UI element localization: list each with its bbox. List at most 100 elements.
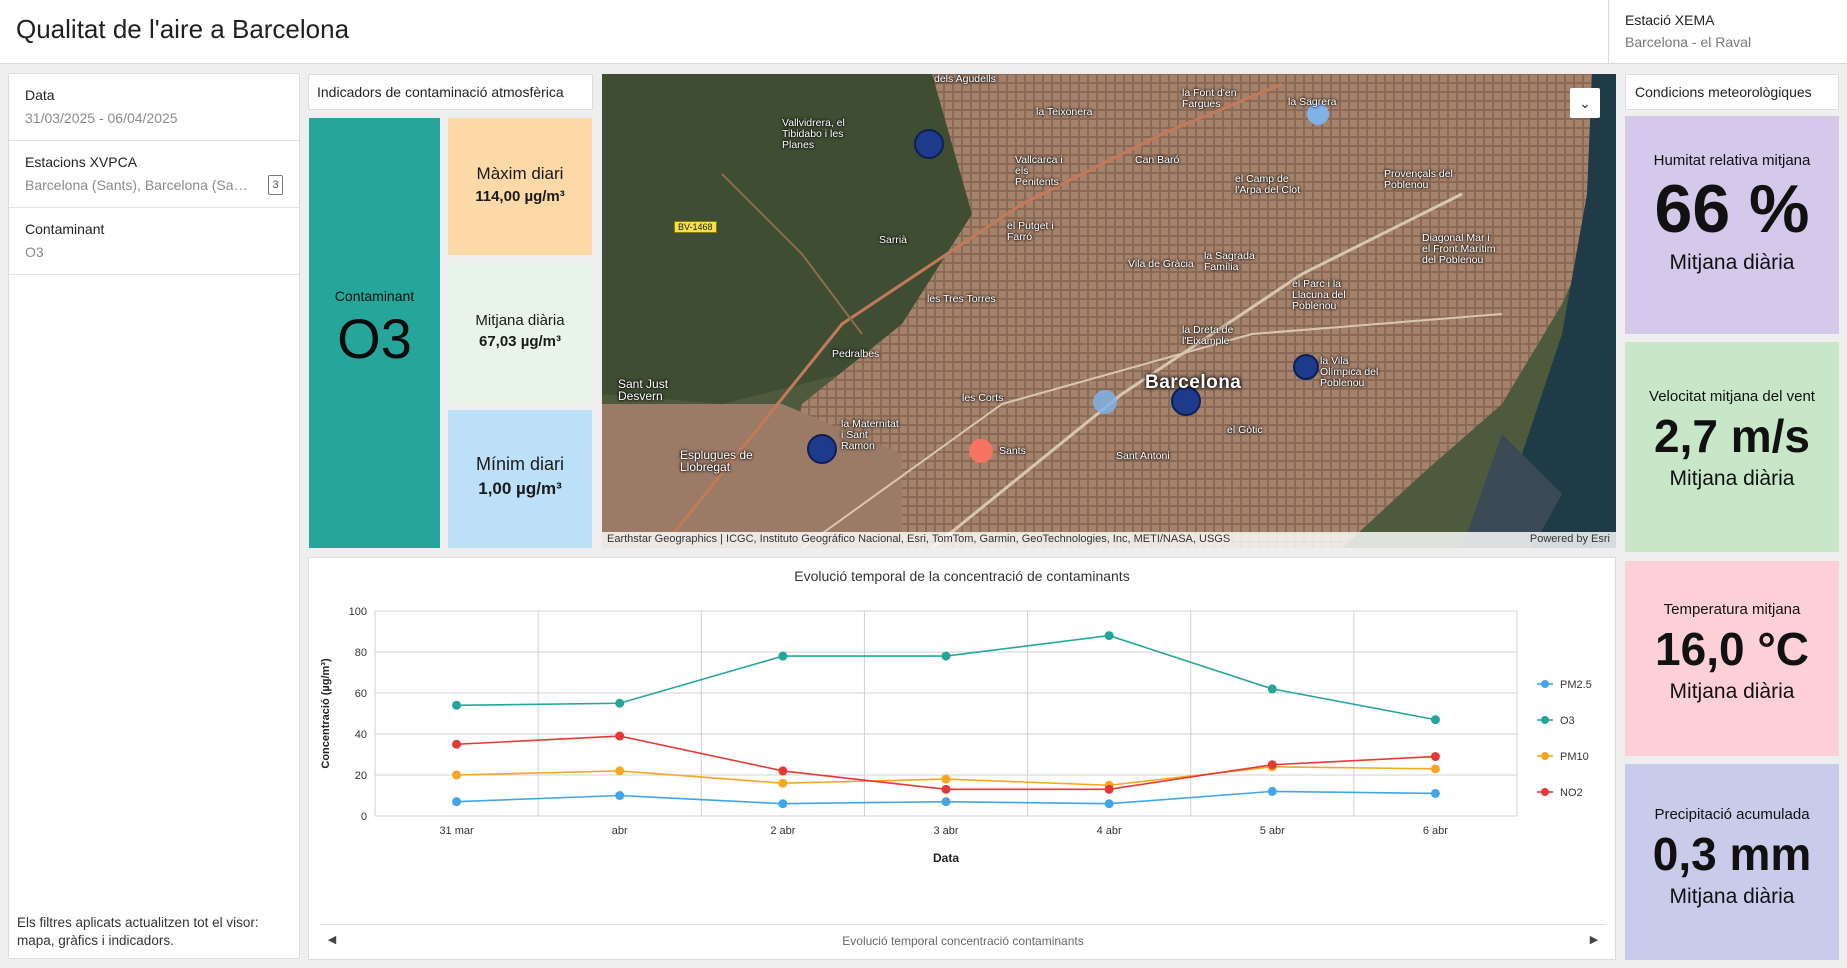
map-label: la Dreta de l'Eixample <box>1182 324 1234 347</box>
pollutant-card: Contaminant O3 <box>309 118 440 548</box>
station-marker[interactable] <box>807 434 837 464</box>
chevron-left-icon[interactable]: ◀ <box>327 934 337 946</box>
data-point <box>615 698 625 708</box>
legend-marker <box>1541 788 1549 796</box>
data-point <box>778 651 788 661</box>
filters-note: Els filtres aplicats actualitzen tot el … <box>17 915 259 948</box>
map-label: la Maternitat i Sant Ramon <box>841 418 899 452</box>
map-label: la Font d'en Fargues <box>1182 87 1237 110</box>
legend-marker <box>1541 680 1549 688</box>
chart-pager-label: Evolució temporal concentració contamina… <box>842 934 1084 948</box>
data-point <box>452 739 462 749</box>
station-marker[interactable] <box>1307 103 1329 125</box>
map-label: el Camp de l'Arpa del Clot <box>1235 173 1301 196</box>
line-chart: 0 20 40 60 80 100 31 mar abr 2 abr 3 abr 4 abr 5 ab… <box>320 606 1592 865</box>
x-tick-label: 4 abr <box>1097 825 1122 837</box>
data-point <box>1430 752 1440 762</box>
wind-sub: Mitjana diària <box>1669 467 1795 490</box>
filter-pollutant[interactable]: Contaminant O3 <box>9 208 299 275</box>
data-point <box>778 799 788 809</box>
max-daily-value: 114,00 µg/m³ <box>475 188 565 205</box>
y-tick-label: 0 <box>361 811 367 823</box>
data-point <box>1430 788 1440 798</box>
map-label: Can Baró <box>1135 154 1180 166</box>
x-tick-label: abr <box>612 825 628 837</box>
series-line-o3 <box>456 634 1436 721</box>
data-point <box>1104 631 1114 641</box>
filters-panel: Data 31/03/2025 - 06/04/2025 Estacions X… <box>8 73 300 959</box>
legend-label: PM2.5 <box>1560 679 1592 691</box>
map-label: dels Agudells <box>934 74 996 85</box>
map-label: Esplugues de Llobregat <box>680 448 753 474</box>
filter-pollutant-value: O3 <box>25 244 44 260</box>
map-label: Diagonal Mar i el Front Marítim del Pobl… <box>1422 232 1496 266</box>
filter-date[interactable]: Data 31/03/2025 - 06/04/2025 <box>9 74 299 141</box>
wind-label: Velocitat mitjana del vent <box>1649 388 1815 405</box>
humidity-card: Humitat relativa mitjana 66 % Mitjana di… <box>1625 116 1839 334</box>
station-marker[interactable] <box>914 129 944 159</box>
map-label: la Vila Olímpica del Poblenou <box>1320 355 1379 389</box>
mean-daily-value: 67,03 µg/m³ <box>478 333 561 350</box>
station-marker[interactable] <box>1171 386 1201 416</box>
legend-label: O3 <box>1560 715 1575 727</box>
chevron-right-icon[interactable]: ▶ <box>1589 934 1599 946</box>
pollutant-name: O3 <box>337 307 412 370</box>
legend-label: PM10 <box>1560 751 1589 763</box>
map-toggle-button[interactable]: ⌄ <box>1570 88 1600 118</box>
map-label: el Putget i Farró <box>1007 220 1054 243</box>
x-tick-label: 3 abr <box>933 825 958 837</box>
legend-marker <box>1541 716 1549 724</box>
map-label: les Tres Torres <box>927 293 996 305</box>
min-daily-label: Mínim diari <box>475 454 564 474</box>
powered-by-esri[interactable]: Powered by Esri <box>1529 533 1610 545</box>
station-marker[interactable] <box>1093 390 1117 414</box>
map-label: Sarrià <box>879 234 908 246</box>
y-axis-label: Concentració (µg/m³) <box>320 658 332 769</box>
station-marker[interactable] <box>969 439 993 463</box>
station-label: Estació XEMA <box>1625 12 1715 28</box>
data-point <box>615 766 625 776</box>
humidity-sub: Mitjana diària <box>1669 251 1795 274</box>
data-point <box>1267 684 1277 694</box>
stations-count-badge: 3 <box>268 175 283 195</box>
map-view[interactable]: dels Agudells la Teixonera la Font d'en … <box>602 74 1616 548</box>
x-axis-label: Data <box>933 851 959 865</box>
humidity-label: Humitat relativa mitjana <box>1653 152 1811 169</box>
map-label: Vila de Gràcia <box>1128 258 1194 270</box>
filter-stations-value: Barcelona (Sants), Barcelona (Sagrera)..… <box>25 177 250 193</box>
min-daily-card: Mínim diari 1,00 µg/m³ <box>448 410 592 548</box>
chart-pager: ◀ Evolució temporal concentració contami… <box>320 924 1606 954</box>
station-marker[interactable] <box>1293 354 1319 380</box>
data-point <box>778 778 788 788</box>
x-tick-label: 5 abr <box>1260 825 1285 837</box>
y-tick-label: 40 <box>355 729 367 741</box>
filter-stations[interactable]: Estacions XVPCA Barcelona (Sants), Barce… <box>9 141 299 208</box>
max-daily-label: Màxim diari <box>476 164 564 183</box>
min-daily-value: 1,00 µg/m³ <box>478 479 562 498</box>
map-label: Sants <box>999 445 1026 457</box>
data-point <box>941 651 951 661</box>
data-point <box>941 774 951 784</box>
max-daily-card: Màxim diari 114,00 µg/m³ <box>448 118 592 255</box>
map-city-label: Barcelona <box>1145 372 1242 393</box>
app-header: Qualitat de l'aire a Barcelona Estació X… <box>0 0 1847 64</box>
data-point <box>1267 760 1277 770</box>
precipitation-card: Precipitació acumulada 0,3 mm Mitjana di… <box>1625 764 1839 960</box>
road-label: BV-1468 <box>674 221 717 233</box>
filter-stations-label: Estacions XVPCA <box>25 154 138 170</box>
satellite-imagery <box>602 74 1616 548</box>
data-point <box>615 731 625 741</box>
legend-marker <box>1541 752 1549 760</box>
station-value: Barcelona - el Raval <box>1625 34 1752 50</box>
humidity-value: 66 % <box>1654 171 1810 247</box>
app-title: Qualitat de l'aire a Barcelona <box>16 14 350 44</box>
filter-date-value: 31/03/2025 - 06/04/2025 <box>25 110 178 126</box>
data-point <box>615 791 625 800</box>
chart-title: Evolució temporal de la concentració de … <box>794 568 1130 584</box>
temperature-value: 16,0 °C <box>1655 623 1809 675</box>
y-tick-label: 80 <box>355 647 367 659</box>
map-label: Pedralbes <box>832 348 880 360</box>
map-label: Provençals del Poblenou <box>1384 168 1453 191</box>
temperature-label: Temperatura mitjana <box>1663 601 1801 618</box>
header-station-info: Estació XEMA Barcelona - el Raval <box>1608 0 1847 64</box>
